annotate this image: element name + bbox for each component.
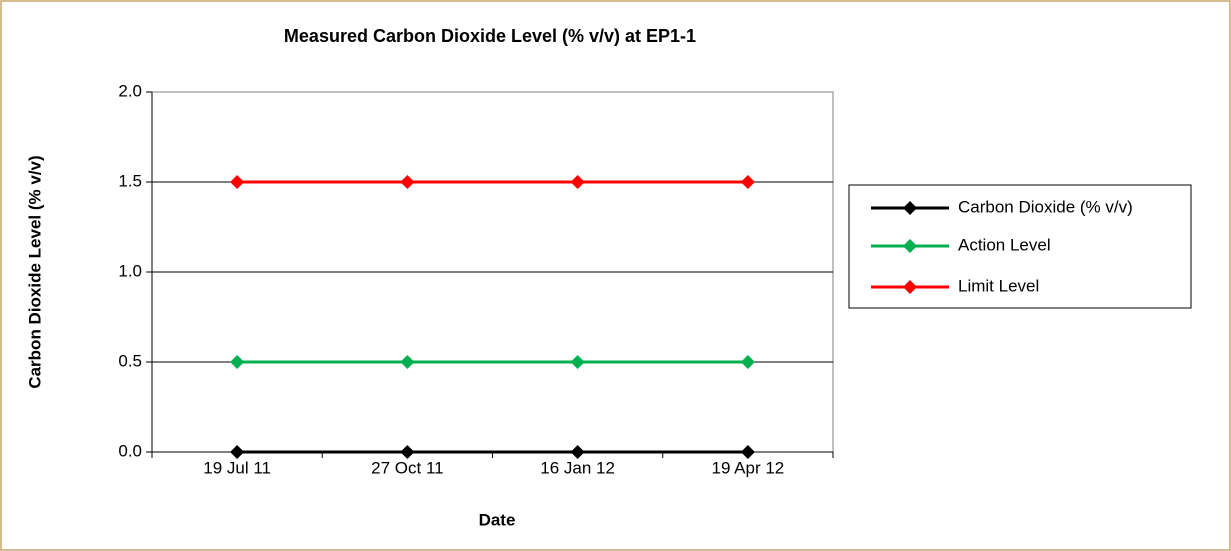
- series-marker: [570, 445, 585, 459]
- y-tick-label: 0.0: [118, 441, 142, 460]
- x-tick-label: 19 Jul 11: [203, 458, 271, 477]
- y-tick-label: 1.5: [118, 171, 142, 190]
- series-marker: [740, 175, 755, 189]
- legend-label: Carbon Dioxide (% v/v): [958, 197, 1133, 216]
- x-tick-label: 19 Apr 12: [711, 458, 784, 477]
- x-tick-label: 27 Oct 11: [371, 458, 443, 477]
- series-marker: [570, 355, 585, 369]
- y-tick-label: 0.5: [118, 351, 142, 370]
- legend-marker: [903, 280, 917, 294]
- series-marker: [740, 445, 755, 459]
- legend-label: Limit Level: [958, 276, 1039, 295]
- y-axis-label: Carbon Dioxide Level (% v/v): [25, 155, 44, 388]
- series-marker: [570, 175, 585, 189]
- series-marker: [230, 355, 245, 369]
- series-marker: [400, 445, 415, 459]
- y-tick-label: 2.0: [118, 81, 142, 100]
- series-marker: [230, 445, 245, 459]
- series-marker: [230, 175, 245, 189]
- x-tick-label: 16 Jan 12: [540, 458, 615, 477]
- legend-marker: [903, 201, 917, 215]
- chart-title: Measured Carbon Dioxide Level (% v/v) at…: [284, 26, 696, 46]
- x-axis-label: Date: [479, 510, 516, 529]
- series-marker: [740, 355, 755, 369]
- legend-marker: [903, 239, 917, 253]
- y-tick-label: 1.0: [118, 261, 142, 280]
- series-marker: [400, 355, 415, 369]
- series-marker: [400, 175, 415, 189]
- legend-label: Action Level: [958, 235, 1051, 254]
